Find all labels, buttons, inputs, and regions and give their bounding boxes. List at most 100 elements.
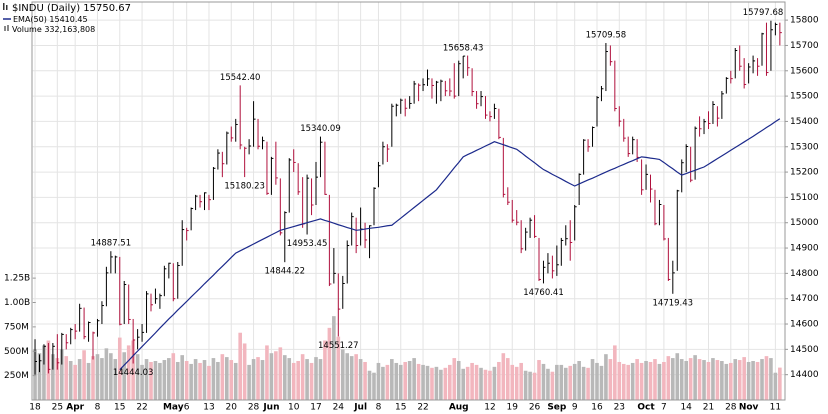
x-tick-label: 8 bbox=[376, 403, 382, 413]
volume-bar bbox=[425, 365, 430, 400]
volume-bar bbox=[679, 359, 684, 400]
volume-bar bbox=[260, 360, 265, 400]
volume-bar bbox=[113, 359, 118, 400]
y-tick-label: 15100 bbox=[790, 193, 819, 203]
legend-icon bbox=[6, 5, 8, 10]
volume-bar bbox=[501, 353, 506, 400]
volume-bar bbox=[760, 359, 764, 400]
volume-bar bbox=[728, 362, 733, 400]
volume-bar bbox=[456, 361, 461, 400]
annotation: 15797.68 bbox=[743, 8, 784, 18]
legend-swatch bbox=[7, 25, 9, 31]
annotation: 14887.51 bbox=[91, 239, 132, 249]
x-tick-label: 6 bbox=[184, 403, 190, 413]
legend-value: 15750.67 bbox=[83, 3, 131, 14]
volume-bar bbox=[216, 361, 220, 400]
volume-bar bbox=[189, 363, 193, 400]
volume-bar bbox=[577, 361, 581, 400]
volume-bar bbox=[550, 371, 555, 400]
volume-bar bbox=[363, 361, 367, 400]
volume-bar bbox=[394, 362, 399, 400]
volume-bar bbox=[86, 362, 91, 400]
volume-bar bbox=[688, 358, 693, 400]
volume-bar bbox=[184, 361, 189, 400]
x-tick-label: 22 bbox=[136, 403, 147, 413]
volume-bar bbox=[586, 367, 590, 400]
volume-bar bbox=[497, 361, 501, 400]
volume-bar bbox=[296, 361, 300, 400]
volume-bar bbox=[470, 362, 474, 400]
x-tick-label: 28 bbox=[725, 403, 737, 413]
x-tick-label: Sep bbox=[547, 403, 567, 413]
x-tick-label: Jul bbox=[353, 403, 367, 413]
volume-bar bbox=[340, 349, 345, 400]
x-tick-label: 9 bbox=[572, 403, 578, 413]
legend-swatch bbox=[4, 26, 6, 31]
volume-bar bbox=[256, 357, 260, 400]
x-tick-label: Oct bbox=[637, 403, 655, 413]
volume-bar bbox=[305, 359, 309, 400]
volume-bar bbox=[555, 364, 559, 400]
volume-bar bbox=[572, 363, 577, 400]
legend-name: $INDU (Daily) bbox=[12, 3, 80, 14]
volume-bar bbox=[220, 354, 225, 400]
y-tick-label: 14800 bbox=[790, 269, 819, 279]
volume-bar bbox=[434, 366, 439, 400]
legend-name: EMA(50) bbox=[13, 15, 47, 24]
x-tick-label: Aug bbox=[449, 403, 469, 413]
volume-bar bbox=[644, 361, 648, 400]
volume-bar bbox=[167, 358, 171, 400]
x-tick-label: Apr bbox=[66, 403, 84, 413]
volume-bar bbox=[519, 362, 523, 400]
x-tick-label: 10 bbox=[288, 403, 300, 413]
volume-bar bbox=[42, 345, 46, 400]
volume-bar bbox=[95, 354, 100, 400]
volume-bar bbox=[238, 332, 242, 400]
volume-bar bbox=[746, 361, 751, 400]
volume-bar bbox=[336, 336, 341, 400]
volume-bar bbox=[314, 357, 318, 400]
legend-name: Volume bbox=[12, 25, 42, 34]
legend-value: 332,163,808 bbox=[44, 25, 95, 34]
volume-bar bbox=[720, 361, 724, 400]
legend-ema: EMA(50) 15410.45 bbox=[13, 15, 88, 24]
annotation: 15340.09 bbox=[300, 124, 341, 134]
y-tick-label: 15500 bbox=[790, 92, 819, 102]
volume-bar bbox=[318, 359, 323, 400]
y-tick-label: 15800 bbox=[790, 16, 819, 26]
volume-bar bbox=[421, 364, 425, 400]
volume-bar bbox=[332, 316, 336, 400]
x-tick-label: 16 bbox=[591, 403, 603, 413]
x-tick-label: 12 bbox=[484, 403, 495, 413]
x-tick-label: 8 bbox=[95, 403, 101, 413]
volume-bar bbox=[706, 361, 711, 400]
volume-bar bbox=[37, 353, 42, 400]
volume-bar bbox=[448, 364, 452, 400]
volume-bar bbox=[140, 364, 144, 400]
volume-bar bbox=[82, 350, 86, 400]
annotation: 14719.43 bbox=[653, 298, 694, 308]
plot-frame bbox=[31, 1, 786, 401]
volume-bar bbox=[354, 354, 358, 400]
volume-bar bbox=[412, 358, 416, 400]
volume-bar bbox=[581, 366, 586, 400]
annotation: 14760.41 bbox=[523, 288, 564, 298]
volume-bar bbox=[653, 359, 657, 400]
volume-bar bbox=[733, 359, 738, 400]
grid bbox=[32, 2, 785, 400]
volume-bar bbox=[488, 370, 492, 400]
volume-bar bbox=[242, 343, 247, 400]
x-tick-label: 18 bbox=[29, 403, 41, 413]
volume-bar bbox=[100, 358, 104, 400]
volume-bar bbox=[546, 368, 550, 400]
y-tick-label: 15000 bbox=[790, 218, 819, 228]
y-tick-label: 14700 bbox=[790, 294, 819, 304]
volume-bar bbox=[193, 359, 198, 400]
volume-bar bbox=[233, 362, 238, 400]
volume-bar bbox=[180, 355, 185, 400]
volume-bar bbox=[51, 354, 55, 400]
volume-bar bbox=[198, 362, 202, 400]
volume-bar bbox=[742, 357, 746, 400]
x-tick-label: 13 bbox=[203, 403, 214, 413]
volume-bar bbox=[621, 363, 626, 400]
